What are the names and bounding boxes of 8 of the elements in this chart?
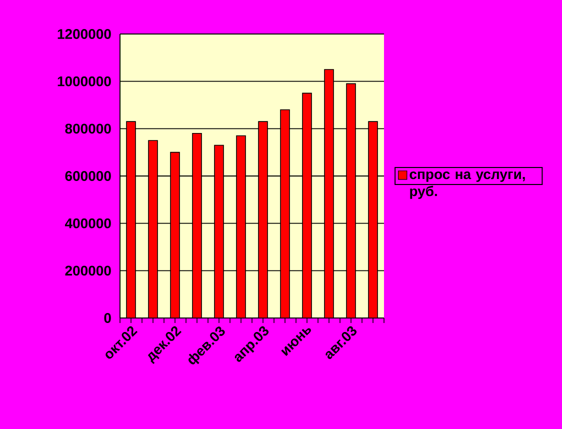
y-tick-label: 1200000 <box>58 29 111 39</box>
y-tick-label: 400000 <box>64 218 111 228</box>
legend-label: спрос на услуги, руб. <box>410 171 525 199</box>
y-tick-label: 200000 <box>65 266 111 276</box>
y-tick-label: 0 <box>104 313 111 323</box>
y-tick-label: 800000 <box>65 124 111 134</box>
y-tick-label: 600000 <box>65 171 111 181</box>
y-tick-label: 1000000 <box>58 76 111 86</box>
